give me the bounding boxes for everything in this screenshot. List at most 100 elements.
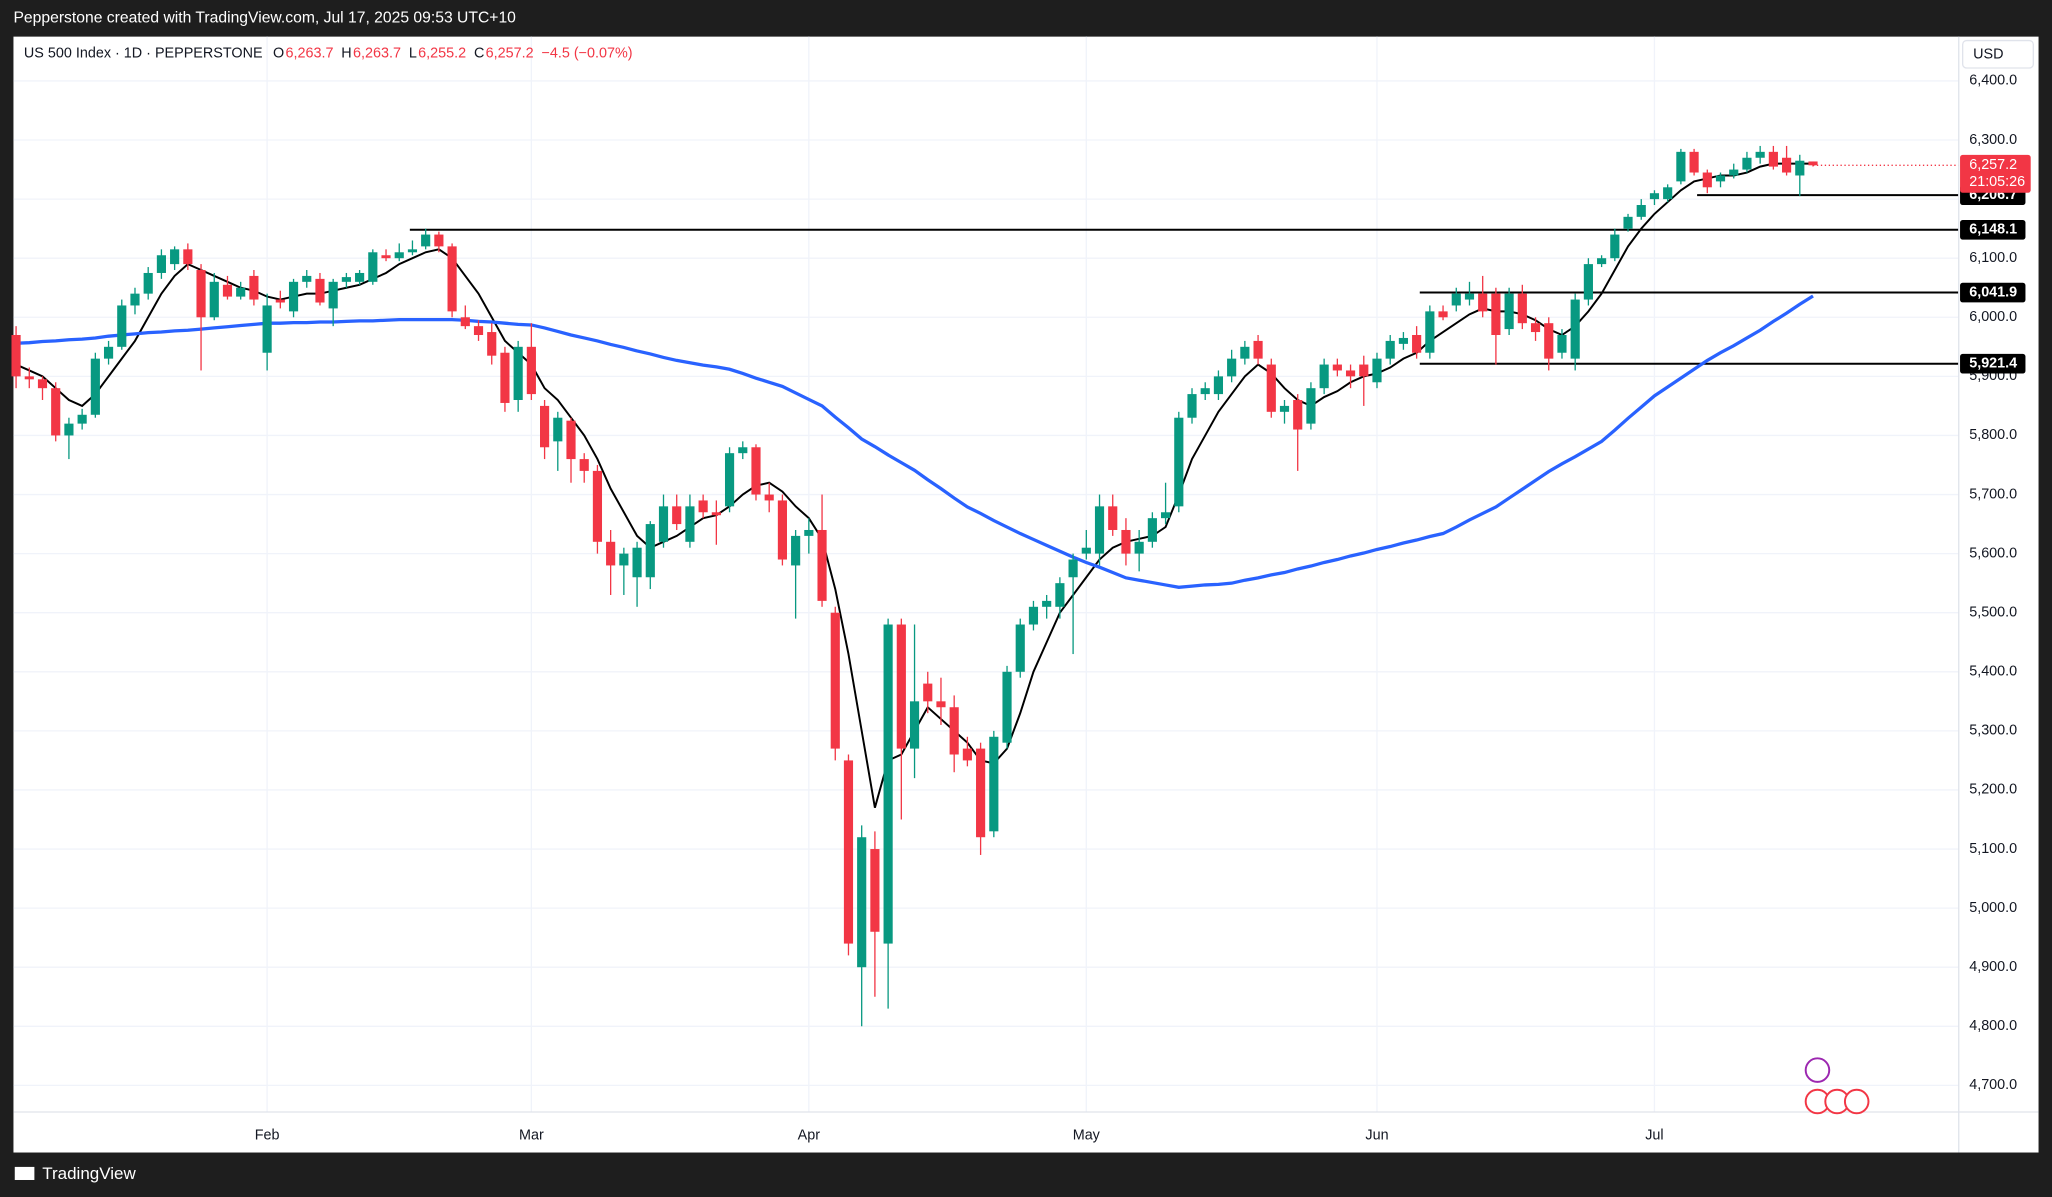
last-price-box — [1960, 154, 2031, 193]
candle-body — [1293, 399, 1303, 430]
candle-body — [619, 553, 629, 566]
candle-body — [1504, 293, 1514, 330]
candle-body — [870, 849, 880, 932]
candle-body — [672, 506, 682, 525]
x-tick-label: Apr — [798, 1127, 821, 1143]
icon — [1843, 1088, 1870, 1115]
brand-name: TradingView — [42, 1164, 136, 1183]
candle-body — [1121, 529, 1131, 554]
candle-body — [1663, 187, 1673, 200]
candle-body — [989, 736, 999, 832]
currency-button[interactable] — [1962, 39, 2034, 69]
candle-body — [407, 249, 418, 253]
candle-body — [1808, 161, 1818, 166]
candle-body — [1610, 234, 1620, 259]
chart-panel — [13, 36, 2039, 1153]
event-icons — [1804, 1057, 1870, 1115]
candle-body — [566, 420, 576, 460]
candle-body — [368, 252, 378, 282]
candle-body — [1491, 293, 1501, 336]
candle-body — [328, 281, 338, 309]
candle-body — [1583, 264, 1593, 300]
candle-body — [1227, 358, 1237, 377]
plot: 4,700.0 4,800.0 4,900.0 5,000.0 5,100.0 5,200… — [11, 36, 2031, 1143]
currency[interactable]: USD — [1973, 47, 2003, 63]
candle-body — [1425, 311, 1435, 353]
candle-body — [1213, 376, 1224, 395]
candle-body — [843, 760, 854, 944]
candle-body — [896, 624, 906, 749]
field-value: 6,257.2 — [486, 45, 534, 61]
candle-body — [1134, 541, 1144, 554]
level-label: 6,148.1 — [1969, 222, 2017, 238]
logo — [14, 1166, 35, 1180]
candle-body — [830, 612, 840, 749]
candle-body — [487, 332, 497, 356]
candle-body — [24, 376, 34, 380]
candle-body — [460, 317, 470, 327]
candle-body — [156, 255, 166, 273]
candle-body — [130, 293, 140, 306]
candle-body — [1081, 547, 1091, 554]
candle-body — [1385, 340, 1395, 359]
y-tick-label: 5,600.0 — [1969, 545, 2017, 561]
candle-body — [923, 683, 933, 702]
candle-body — [1187, 394, 1197, 418]
candle-body — [751, 447, 761, 495]
candle-body — [540, 405, 550, 448]
x-tick-label: May — [1073, 1127, 1101, 1143]
candle-body — [77, 414, 87, 424]
legend: US 500 Index · 1D · PEPPERSTONE O 6,263.7… — [24, 45, 633, 61]
candle-body — [1689, 151, 1699, 173]
y-tick-label: 5,100.0 — [1969, 841, 2017, 857]
candle-body — [1742, 157, 1752, 170]
field-key: L — [409, 45, 417, 61]
candle-body — [381, 255, 391, 259]
candle-body — [698, 500, 708, 513]
candle-body — [857, 837, 867, 968]
candle-body — [513, 346, 523, 400]
candle-body — [222, 284, 233, 297]
candle-body — [632, 547, 642, 578]
candle-body — [37, 379, 48, 389]
candle-body — [1042, 600, 1052, 607]
candle-body — [1702, 172, 1712, 188]
level-label: 6,041.9 — [1969, 284, 2017, 300]
y-tick-label: 5,000.0 — [1969, 900, 2017, 916]
candle-body — [1597, 258, 1607, 265]
y-tick-label: 4,800.0 — [1969, 1018, 2017, 1034]
candle-body — [791, 535, 801, 566]
candle-body — [976, 748, 986, 838]
x-tick-label: Mar — [519, 1127, 544, 1143]
candle-body — [170, 249, 180, 265]
y-tick-label: 5,400.0 — [1969, 664, 2017, 680]
candle-body — [1055, 583, 1065, 607]
candle-body — [249, 275, 259, 300]
candle-body — [1319, 364, 1329, 389]
candle-body — [183, 249, 193, 265]
candle-body — [1412, 335, 1422, 353]
candle-body — [117, 305, 127, 347]
candle-body — [711, 512, 721, 516]
candle-body — [949, 707, 959, 755]
candle-body — [1676, 151, 1686, 182]
candle-body — [1332, 364, 1342, 371]
candle-body — [1345, 370, 1356, 377]
candle-body — [447, 246, 457, 312]
x-tick-label: Jul — [1645, 1127, 1663, 1143]
candle-body — [764, 494, 774, 501]
y-tick-label: 5,300.0 — [1969, 723, 2017, 739]
field-key: O — [273, 45, 284, 61]
y-tick-label: 6,300.0 — [1969, 132, 2017, 148]
y-tick-label: 5,500.0 — [1969, 605, 2017, 621]
candle-body — [236, 287, 246, 297]
symbol: US 500 Index · 1D · PEPPERSTONE — [24, 45, 263, 61]
candle-body — [1755, 151, 1765, 158]
candle-body — [817, 529, 827, 601]
candle-body — [1768, 151, 1778, 167]
field-value: 6,263.7 — [353, 45, 401, 61]
candle-body — [1068, 559, 1078, 578]
x-tick-label: Jun — [1365, 1127, 1388, 1143]
candle-body — [1253, 340, 1263, 359]
